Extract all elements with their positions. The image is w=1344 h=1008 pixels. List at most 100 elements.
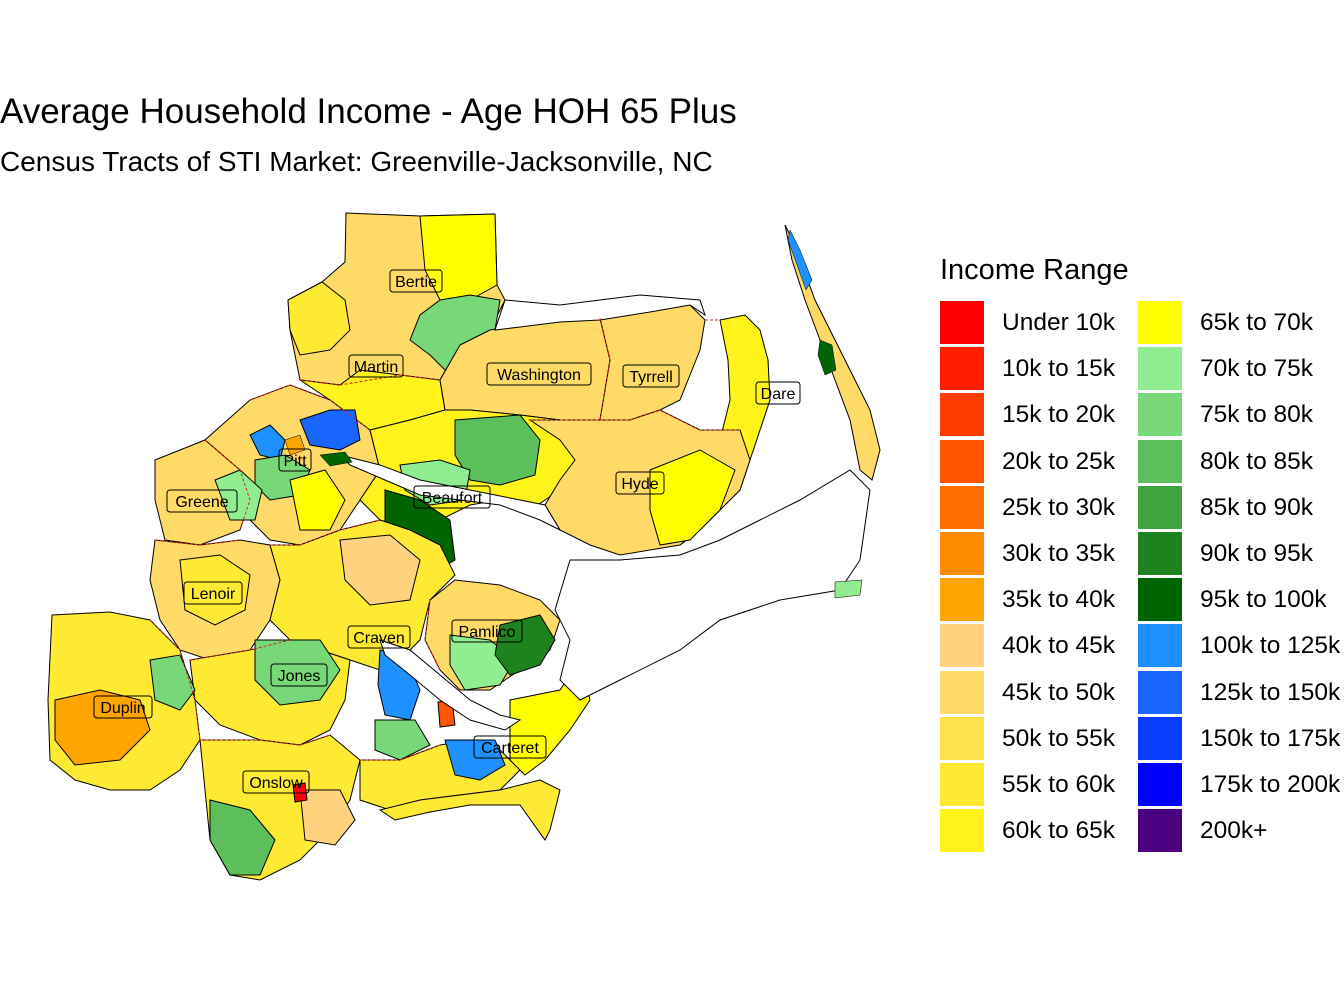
legend-swatch — [940, 809, 984, 853]
county-label-hyde: Hyde — [615, 471, 665, 495]
county-label-beaufort: Beaufort — [413, 485, 491, 509]
legend-label: 40k to 45k — [1002, 632, 1116, 660]
county-label-text: Onslow — [249, 775, 303, 792]
legend-label: 55k to 60k — [1002, 770, 1116, 798]
legend-label: 60k to 65k — [1002, 817, 1116, 845]
county-label-lenoir: Lenoir — [183, 581, 243, 605]
legend-label: 85k to 90k — [1200, 493, 1314, 521]
pamlico-river — [338, 454, 562, 532]
tract-duplin-green — [149, 654, 196, 711]
legend-swatch — [940, 578, 984, 622]
tract-jones-green — [254, 639, 341, 706]
legend-label: 15k to 20k — [1002, 401, 1116, 429]
legend-swatch — [940, 716, 984, 760]
map-subtitle: Census Tracts of STI Market: Greenville-… — [0, 146, 713, 177]
map-title: Average Household Income - Age HOH 65 Pl… — [0, 92, 737, 131]
county-label-text: Pamlico — [459, 624, 516, 641]
tract-dare-green — [817, 339, 837, 376]
county-label-dare: Dare — [755, 381, 801, 405]
legend-label: 10k to 15k — [1002, 355, 1116, 383]
legend-label: Under 10k — [1002, 309, 1116, 336]
boundary-jones-onslow — [200, 734, 331, 746]
legend-label: 125k to 150k — [1200, 678, 1341, 706]
legend-label: 30k to 35k — [1002, 539, 1116, 567]
tract-dare-blue — [787, 229, 813, 291]
legend-swatch — [1138, 347, 1182, 391]
tract-bertie-west — [287, 281, 351, 356]
county-label-bertie: Bertie — [389, 269, 443, 293]
county-label-tyrrell: Tyrrell — [622, 364, 680, 388]
county-label-text: Greene — [175, 494, 228, 511]
county-label-text: Carteret — [481, 740, 539, 757]
southern-barrier-island — [378, 779, 561, 841]
boundary-craven-pamlico — [424, 599, 441, 671]
county-label-pamlico: Pamlico — [451, 619, 523, 643]
tract-craven-green — [374, 719, 431, 761]
legend-swatch — [1138, 531, 1182, 575]
tract-beaufort-green — [454, 414, 541, 486]
tract-carteret-blue — [444, 739, 506, 781]
county-label-onslow: Onslow — [242, 770, 310, 794]
legend-swatch — [1138, 716, 1182, 760]
tract-duplin-orange — [54, 689, 151, 766]
tract-onslow-beige — [299, 789, 356, 846]
tract-dare-light — [834, 579, 863, 599]
boundary-duplin-lenoir — [149, 619, 201, 741]
legend-swatch — [940, 485, 984, 529]
detail-tracts — [284, 229, 863, 599]
county-boundaries — [149, 317, 740, 761]
legend-swatch — [1138, 578, 1182, 622]
county-label-text: Washington — [497, 367, 581, 384]
legend-title: Income Range — [940, 254, 1129, 286]
legend-label: 95k to 100k — [1200, 586, 1327, 614]
county-label-text: Jones — [278, 668, 321, 685]
legend-swatch — [940, 301, 984, 344]
county-label-text: Tyrrell — [629, 369, 673, 386]
county-label-text: Martin — [354, 359, 398, 376]
legend-label: 175k to 200k — [1200, 770, 1341, 798]
tract-greenville-darkgreen — [319, 451, 353, 467]
county-label-text: Beaufort — [422, 490, 483, 507]
boundary-beaufort-hyde — [530, 409, 740, 431]
tract-greene-green — [214, 469, 263, 521]
legend-label: 150k to 175k — [1200, 724, 1341, 752]
county-label-martin: Martin — [348, 354, 404, 378]
tract-pitt-yellow — [289, 469, 346, 531]
tract-pitt-lightblue — [249, 424, 286, 461]
county-label-pitt: Pitt — [278, 448, 312, 472]
legend-swatch — [940, 393, 984, 437]
tract-hyde-yellow — [649, 449, 736, 546]
county-label-text: Bertie — [395, 274, 437, 291]
neuse-river — [379, 639, 522, 731]
legend-swatch — [1138, 624, 1182, 668]
tract-pamlico-darkgreen — [494, 614, 556, 676]
legend-swatch — [940, 347, 984, 391]
boundary-lenoir-jones — [189, 639, 291, 661]
boundary-craven-carteret — [360, 744, 441, 761]
county-label-washington: Washington — [486, 362, 592, 386]
boundary-pitt-craven — [270, 519, 381, 546]
legend-swatch — [940, 670, 984, 714]
county-label-text: Duplin — [100, 700, 145, 717]
legend-label: 65k to 70k — [1200, 309, 1314, 336]
legend-swatch — [1138, 485, 1182, 529]
county-label-greene: Greene — [166, 489, 238, 513]
legend-swatch — [1138, 762, 1182, 806]
legend-swatch — [940, 624, 984, 668]
legend-label: 70k to 75k — [1200, 355, 1314, 383]
county-region-tyrrell — [599, 304, 706, 421]
tract-lenoir-yellow — [179, 554, 251, 626]
county-label-craven: Craven — [347, 625, 411, 649]
legend-swatch — [940, 531, 984, 575]
legend-label: 90k to 95k — [1200, 539, 1314, 567]
legend-swatch — [1138, 439, 1182, 483]
land-base — [47, 212, 881, 881]
legend-swatch — [1138, 809, 1182, 853]
tract-craven-beige — [339, 534, 421, 606]
legend-label: 200k+ — [1200, 817, 1268, 845]
legend-label: 35k to 40k — [1002, 586, 1116, 614]
legend-swatch — [1138, 301, 1182, 344]
boundary-pitt-greene — [204, 439, 251, 531]
county-label-text: Pitt — [283, 453, 307, 470]
